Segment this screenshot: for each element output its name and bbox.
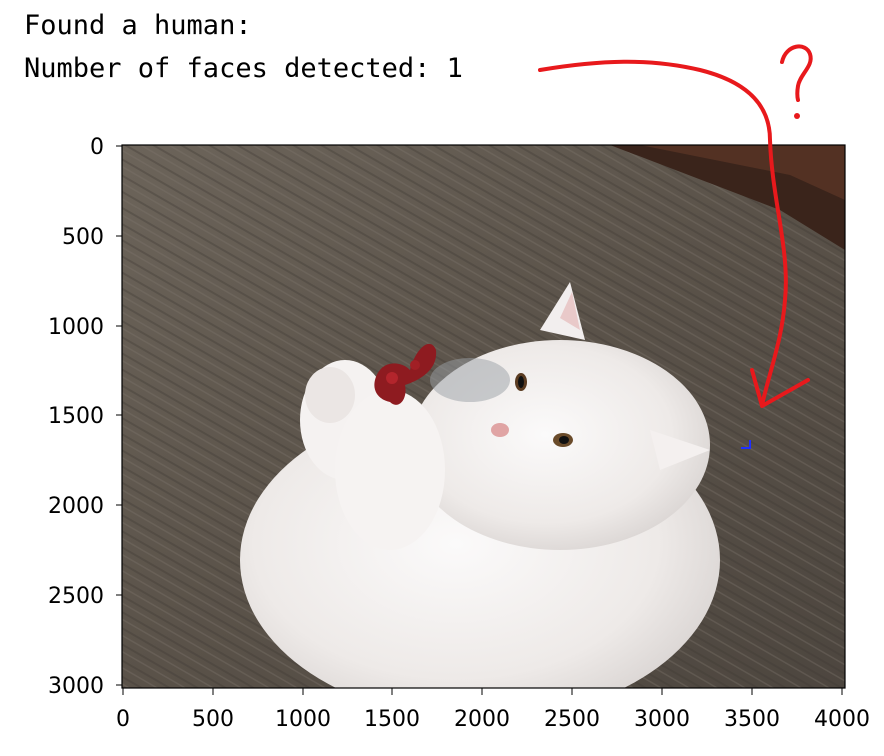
cat-figure xyxy=(240,282,720,688)
y-tick-label: 500 xyxy=(62,225,104,250)
y-tick-label: 3000 xyxy=(48,674,104,699)
y-tick-label: 2000 xyxy=(48,494,104,519)
x-tick-label: 1000 xyxy=(275,707,331,732)
x-tick-label: 4000 xyxy=(814,707,870,732)
x-tick-label: 1500 xyxy=(364,707,420,732)
face-detection-box xyxy=(741,440,751,449)
x-tick-label: 0 xyxy=(116,707,130,732)
y-axis: 0 500 1000 1500 2000 2500 3000 xyxy=(48,135,122,699)
y-tick-label: 0 xyxy=(90,135,104,160)
y-tick-label: 1500 xyxy=(48,404,104,429)
photo-cat-image xyxy=(122,145,845,688)
x-tick-label: 2500 xyxy=(544,707,600,732)
y-tick-label: 2500 xyxy=(48,584,104,609)
output-line-faces-detected: Number of faces detected: 1 xyxy=(24,53,463,84)
red-annotation-arrow xyxy=(538,59,810,408)
axes-frame xyxy=(121,144,846,689)
question-mark-icon xyxy=(780,44,813,119)
x-axis: 0 500 1000 1500 2000 2500 3000 3500 4000 xyxy=(116,688,870,732)
x-tick-label: 500 xyxy=(192,707,234,732)
y-tick-label: 1000 xyxy=(48,315,104,340)
x-tick-label: 2000 xyxy=(454,707,510,732)
x-tick-label: 3000 xyxy=(634,707,690,732)
output-line-found-human: Found a human: xyxy=(24,10,252,41)
x-tick-label: 3500 xyxy=(724,707,780,732)
